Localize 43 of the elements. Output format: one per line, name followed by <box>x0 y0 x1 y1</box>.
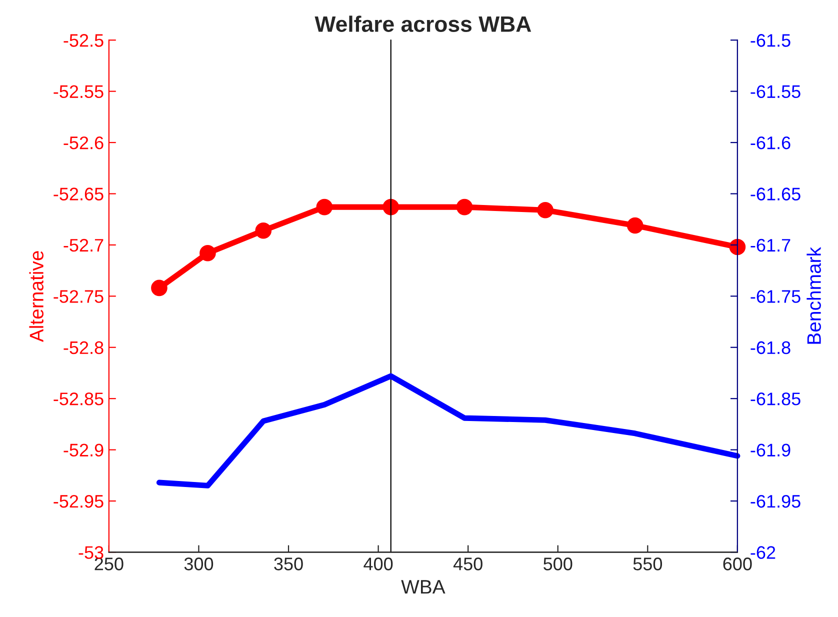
x-tick-label: 450 <box>453 558 482 570</box>
x-tick-label: 600 <box>723 558 752 570</box>
y2-tick-label: -61.55 <box>750 85 800 98</box>
y2-tick-label: -61.95 <box>750 494 800 508</box>
point <box>537 202 554 218</box>
y-tick-label: -52.5 <box>64 34 104 47</box>
x-tick-label: 300 <box>184 558 214 570</box>
x-tick-label: 350 <box>274 558 303 570</box>
y-tick-label: -52.6 <box>64 136 104 150</box>
point <box>456 198 473 216</box>
y-tick-label: -52.8 <box>64 341 104 354</box>
chart-title: Welfare across WBA <box>314 16 532 32</box>
y2-tick-label: -61.75 <box>750 290 800 303</box>
y-tick-label: -52.55 <box>54 85 104 98</box>
y-tick-label: -52.9 <box>64 444 104 457</box>
y-tick-label: -52.65 <box>54 188 104 200</box>
x-axis-title: WBA <box>401 580 446 594</box>
y2-tick-label: -61.9 <box>750 444 790 457</box>
y2-tick-label: -61.7 <box>750 238 790 252</box>
point <box>626 217 644 234</box>
y2-tick-label: -62 <box>750 546 776 559</box>
y-tick-label: -53 <box>78 546 104 559</box>
x-tick-label: 400 <box>364 558 393 570</box>
y2-tick-label: -61.65 <box>750 188 800 200</box>
point <box>316 198 333 216</box>
y2-tick-label: -61.5 <box>750 34 790 47</box>
x-tick-label: 250 <box>94 558 124 570</box>
y-tick-label: -52.95 <box>54 494 104 508</box>
point <box>729 238 746 256</box>
point <box>200 244 216 262</box>
y2-tick-label: -61.6 <box>750 136 790 150</box>
point <box>382 198 400 216</box>
point <box>151 280 168 296</box>
y-tick-label: -52.7 <box>64 238 104 252</box>
y2-tick-label: -61.8 <box>750 341 790 354</box>
y-tick-label: -52.75 <box>54 290 104 303</box>
x-tick-label: 500 <box>544 558 572 570</box>
y-tick-label: -52.85 <box>54 392 104 406</box>
y2-axis-title: Benchmark <box>806 246 821 344</box>
point <box>255 222 272 239</box>
y-axis-title: Alternative <box>29 251 44 342</box>
x-tick-label: 550 <box>633 558 662 570</box>
y2-tick-label: -61.85 <box>750 392 800 406</box>
